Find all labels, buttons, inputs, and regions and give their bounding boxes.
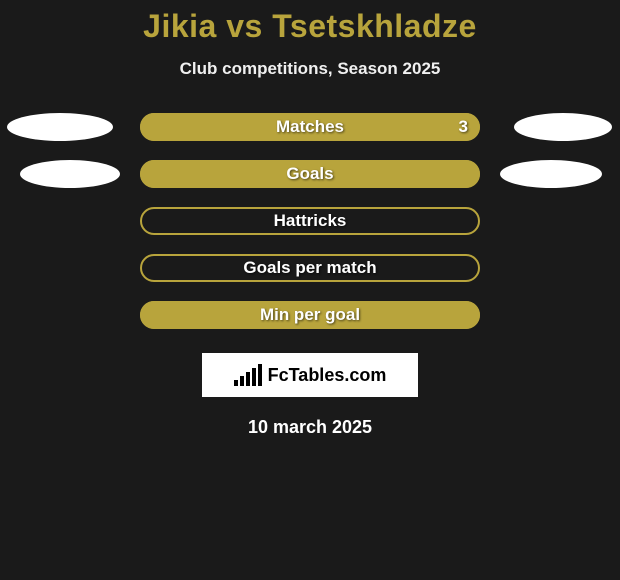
logo-bars-icon xyxy=(234,364,262,386)
comparison-infographic: Jikia vs Tsetskhladze Club competitions,… xyxy=(0,0,620,438)
stat-row: Min per goal xyxy=(0,301,620,329)
logo-box: FcTables.com xyxy=(202,353,418,397)
stat-row: Matches3 xyxy=(0,113,620,141)
right-ellipse xyxy=(514,113,612,141)
logo-text: FcTables.com xyxy=(268,365,387,386)
logo-bar xyxy=(252,368,256,386)
stat-pill: Min per goal xyxy=(140,301,480,329)
stat-label: Goals per match xyxy=(140,254,480,282)
left-ellipse xyxy=(7,113,113,141)
stat-pill: Goals per match xyxy=(140,254,480,282)
stat-value: 3 xyxy=(459,113,468,141)
page-title: Jikia vs Tsetskhladze xyxy=(0,8,620,45)
stat-pill: Goals xyxy=(140,160,480,188)
logo-bar xyxy=(246,372,250,386)
stat-label: Matches xyxy=(140,113,480,141)
right-ellipse xyxy=(500,160,602,188)
stat-rows: Matches3 Goals Hattricks Goals per match Min… xyxy=(0,113,620,329)
stat-label: Min per goal xyxy=(140,301,480,329)
logo-bar xyxy=(240,376,244,386)
stat-row: Goals xyxy=(0,160,620,188)
stat-pill: Matches3 xyxy=(140,113,480,141)
stat-label: Goals xyxy=(140,160,480,188)
stat-row: Hattricks xyxy=(0,207,620,235)
stat-row: Goals per match xyxy=(0,254,620,282)
subtitle: Club competitions, Season 2025 xyxy=(0,59,620,79)
date-text: 10 march 2025 xyxy=(0,417,620,438)
left-ellipse xyxy=(20,160,120,188)
logo-bar xyxy=(234,380,238,386)
stat-label: Hattricks xyxy=(140,207,480,235)
logo-bar xyxy=(258,364,262,386)
stat-pill: Hattricks xyxy=(140,207,480,235)
